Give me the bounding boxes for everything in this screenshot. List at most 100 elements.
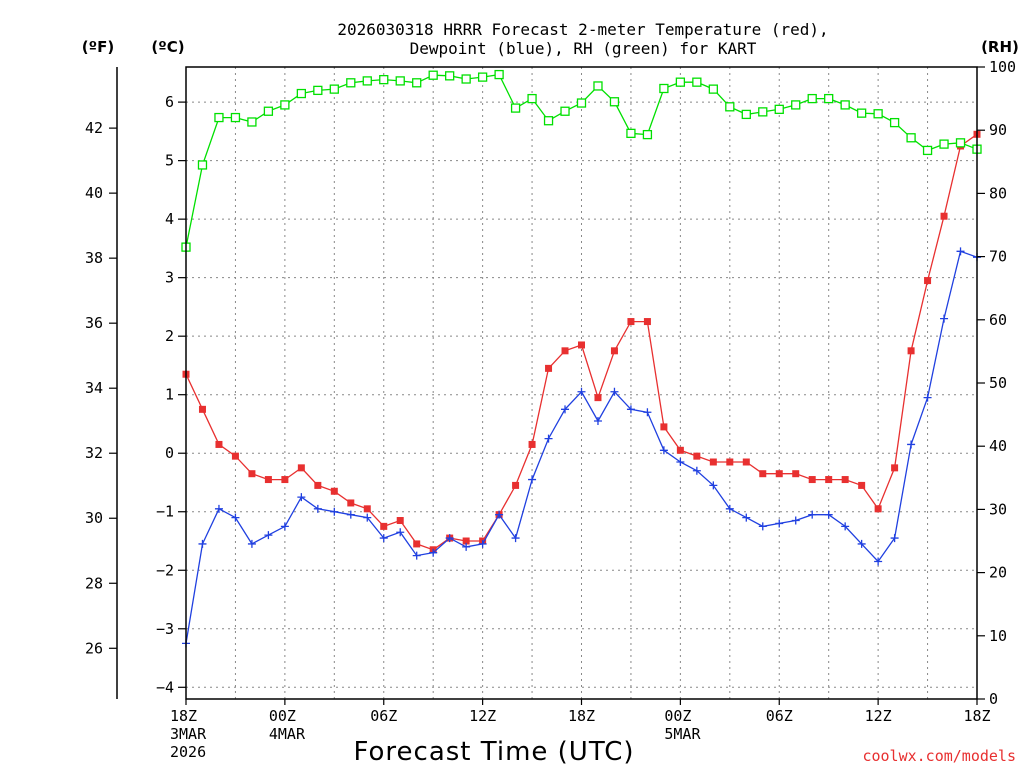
temperature-point (874, 505, 882, 513)
x-tick-label: 12Z (865, 707, 892, 725)
celsius-tick-label: 2 (165, 327, 174, 345)
x-axis-label: Forecast Time (UTC) (353, 737, 634, 767)
temperature-point (314, 481, 322, 489)
rh-point (939, 139, 949, 149)
temperature-point (643, 318, 651, 326)
temperature-point (396, 517, 404, 525)
celsius-tick-label: −3 (156, 620, 174, 638)
dewpoint-point (511, 534, 520, 543)
temperature-point (907, 347, 915, 355)
dewpoint-point (346, 510, 355, 519)
axes: −4−3−2−101234562628303234363840420102030… (85, 58, 1016, 761)
rh-point (280, 100, 290, 110)
rh-tick-label: 0 (989, 690, 998, 708)
rh-point (428, 70, 438, 80)
rh-point (197, 160, 208, 170)
dewpoint-point (379, 534, 388, 543)
dewpoint-point (923, 393, 932, 402)
dewpoint-point (857, 539, 866, 548)
x-tick-label: 4MAR (269, 725, 306, 743)
dewpoint-point (198, 539, 207, 548)
temperature-point (561, 347, 569, 355)
chart-title-line-1: 2026030318 HRRR Forecast 2-meter Tempera… (337, 20, 828, 39)
rh-point (379, 74, 389, 85)
x-tick-label: 2026 (170, 743, 206, 761)
dewpoint-point (429, 548, 438, 557)
temperature-point (775, 470, 783, 478)
rh-tick-label: 40 (989, 437, 1007, 455)
temperature-point (363, 505, 371, 513)
temperature-point (693, 452, 701, 460)
dewpoint-point (412, 551, 421, 560)
dewpoint-point (561, 405, 570, 414)
dewpoint-point (544, 434, 553, 443)
dewpoint-point (214, 504, 223, 513)
dewpoint-point (692, 466, 701, 475)
temperature-point (610, 347, 618, 355)
rh-point (527, 93, 537, 104)
x-tick-label: 12Z (469, 707, 496, 725)
celsius-tick-label: −1 (156, 503, 174, 521)
fahrenheit-tick-label: 38 (85, 249, 103, 267)
rh-point (642, 129, 653, 140)
plot-frame (185, 66, 978, 700)
dewpoint-point (264, 531, 273, 540)
rh-point (906, 133, 916, 143)
dewpoint-point (495, 510, 504, 519)
temperature-point (281, 476, 289, 484)
rh-point (230, 112, 241, 123)
x-tick-label: 5MAR (664, 725, 701, 743)
celsius-tick-label: 5 (165, 152, 174, 170)
dewpoint-point (231, 513, 240, 522)
dewpoint-point (874, 557, 883, 566)
rh-point (560, 106, 570, 116)
celsius-tick-label: −2 (156, 561, 174, 579)
temperature-point (891, 464, 899, 472)
dewpoint-point (808, 510, 817, 519)
rh-point (247, 117, 257, 127)
temperature-point (545, 364, 553, 372)
dewpoint-point (956, 247, 965, 256)
rh-point (313, 85, 323, 96)
temperature-point (808, 476, 816, 484)
rh-point (626, 128, 636, 139)
temperature-point (709, 458, 717, 466)
dewpoint-point (330, 507, 339, 516)
fahrenheit-tick-label: 36 (85, 314, 103, 332)
temperature-point (215, 440, 223, 448)
fahrenheit-tick-label: 42 (85, 119, 103, 137)
rh-point (741, 109, 751, 120)
x-tick-label: 06Z (370, 707, 397, 725)
rh-point (445, 71, 455, 81)
x-tick-label: 18Z (170, 707, 197, 725)
rh-point (461, 74, 471, 84)
rh-point (412, 78, 422, 88)
dewpoint-point (725, 504, 734, 513)
temperature-point (825, 476, 833, 484)
dewpoint-point (610, 387, 619, 396)
dewpoint-point (396, 528, 405, 537)
rh-point (395, 76, 405, 86)
x-tick-label: 00Z (664, 707, 691, 725)
celsius-unit-label: (ºC) (151, 38, 184, 56)
rh-point (362, 76, 372, 86)
rh-point (824, 93, 834, 104)
fahrenheit-unit-label: (ºF) (82, 38, 114, 56)
rh-tick-label: 50 (989, 374, 1007, 392)
fahrenheit-tick-label: 32 (85, 444, 103, 462)
rh-point (774, 104, 784, 114)
fahrenheit-tick-label: 30 (85, 509, 103, 527)
temperature-point (297, 464, 305, 472)
celsius-tick-label: 4 (165, 210, 174, 228)
temperature-point (726, 458, 734, 466)
dewpoint-point (445, 534, 454, 543)
temperature-point (792, 470, 800, 478)
dewpoint-point (593, 417, 602, 426)
rh-point (725, 102, 735, 112)
temperature-point (264, 476, 272, 484)
dewpoint-point (709, 481, 718, 490)
dewpoint-point (297, 493, 306, 502)
dewpoint-point (824, 510, 833, 519)
rh-point (593, 81, 603, 91)
dewpoint-point (659, 446, 668, 455)
